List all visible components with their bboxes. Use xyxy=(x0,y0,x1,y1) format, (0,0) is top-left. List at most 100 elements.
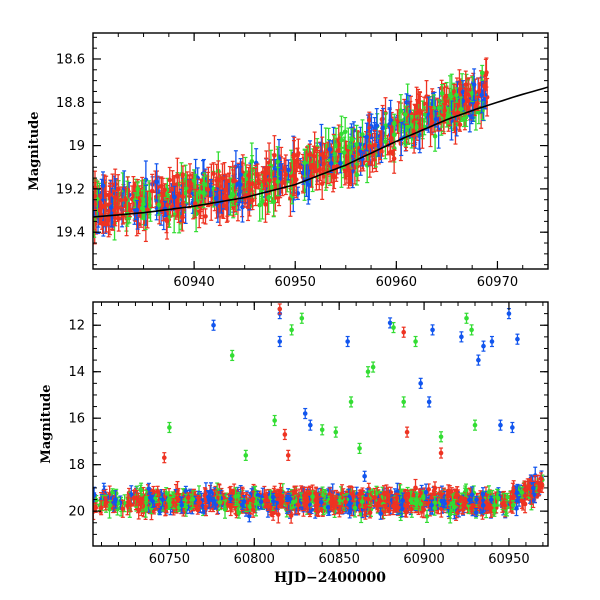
red-point xyxy=(180,194,185,199)
green-point xyxy=(342,129,348,135)
red-point xyxy=(180,172,186,178)
blue-point xyxy=(236,181,242,186)
y-tick-label: 19 xyxy=(68,139,85,154)
red-point xyxy=(123,197,128,202)
green-point xyxy=(360,132,365,137)
green-point xyxy=(197,189,203,195)
red-point xyxy=(97,207,102,213)
blue-point xyxy=(213,195,219,201)
red-point xyxy=(457,122,463,127)
green-point xyxy=(436,105,442,111)
red-point xyxy=(293,177,299,182)
top-model-curve xyxy=(93,86,548,218)
red-point xyxy=(246,173,251,178)
red-point xyxy=(441,112,447,118)
green-point xyxy=(447,93,453,98)
red-point xyxy=(164,218,170,224)
red-point xyxy=(311,153,317,159)
red-point xyxy=(250,198,255,203)
green-point xyxy=(422,112,428,117)
blue-point xyxy=(240,204,245,210)
green-point xyxy=(275,179,281,184)
red-point xyxy=(115,205,120,210)
blue-point xyxy=(338,160,343,166)
red-point xyxy=(223,187,228,193)
green-point xyxy=(354,172,360,178)
red-point xyxy=(264,166,269,171)
blue-point xyxy=(388,117,393,123)
red-point xyxy=(205,187,211,192)
green-point xyxy=(331,151,337,157)
blue-point xyxy=(460,98,466,104)
green-point xyxy=(266,195,271,200)
red-point xyxy=(451,89,457,94)
green-point xyxy=(135,186,141,192)
red-point xyxy=(253,184,258,190)
top-data-layer xyxy=(93,57,490,245)
green-point xyxy=(439,91,445,96)
red-point xyxy=(346,166,351,172)
green-point xyxy=(228,194,233,199)
red-point xyxy=(145,207,150,212)
green-point xyxy=(454,92,459,98)
x-tick-label: 60940 xyxy=(173,275,214,290)
blue-point xyxy=(172,194,177,200)
blue-point xyxy=(479,92,485,98)
red-point xyxy=(250,181,255,187)
green-point xyxy=(391,121,397,127)
blue-point xyxy=(100,183,106,189)
blue-point xyxy=(404,100,409,105)
red-point xyxy=(167,177,173,183)
red-point xyxy=(352,165,358,170)
blue-point xyxy=(286,167,291,173)
blue-point xyxy=(471,82,477,87)
y-tick-label: 18.6 xyxy=(56,52,85,67)
green-point xyxy=(201,190,206,196)
red-point xyxy=(322,154,327,160)
x-tick-label: 60950 xyxy=(275,275,316,290)
red-point xyxy=(455,110,460,115)
red-point xyxy=(335,148,341,153)
top-y-axis-label: Magnitude xyxy=(27,111,42,190)
bottom-data-layer xyxy=(93,303,545,524)
red-point xyxy=(211,171,216,177)
red-point xyxy=(372,142,378,148)
green-point xyxy=(269,184,274,190)
green-point xyxy=(414,125,419,130)
red-point xyxy=(102,203,107,209)
green-point xyxy=(403,112,408,117)
green-point xyxy=(302,160,307,166)
red-point xyxy=(428,114,434,119)
red-point xyxy=(280,180,285,186)
blue-point xyxy=(364,134,370,140)
green-point xyxy=(156,202,162,208)
red-point xyxy=(283,172,289,178)
green-point xyxy=(479,70,485,76)
green-point xyxy=(445,113,451,119)
green-point xyxy=(354,142,359,147)
green-point xyxy=(341,150,347,155)
red-point xyxy=(159,192,164,198)
red-point xyxy=(481,83,487,89)
red-point xyxy=(477,88,482,93)
blue-point xyxy=(328,161,334,166)
red-point xyxy=(170,188,175,193)
top-panel: 60940 60950 60960 60970 18.6 18.8 19 19.2 19.4 M… xyxy=(27,32,549,290)
red-point xyxy=(316,167,322,173)
red-point xyxy=(192,201,198,206)
red-point xyxy=(118,197,124,203)
red-point xyxy=(267,178,272,183)
red-point xyxy=(331,174,337,180)
red-point xyxy=(463,82,469,87)
green-point xyxy=(349,137,355,142)
red-point xyxy=(162,187,167,193)
red-point xyxy=(232,178,238,184)
blue-point xyxy=(327,147,333,152)
red-point xyxy=(175,173,180,178)
red-point xyxy=(321,161,327,167)
red-point xyxy=(186,189,192,194)
blue-point xyxy=(154,179,159,185)
red-point xyxy=(203,214,208,219)
